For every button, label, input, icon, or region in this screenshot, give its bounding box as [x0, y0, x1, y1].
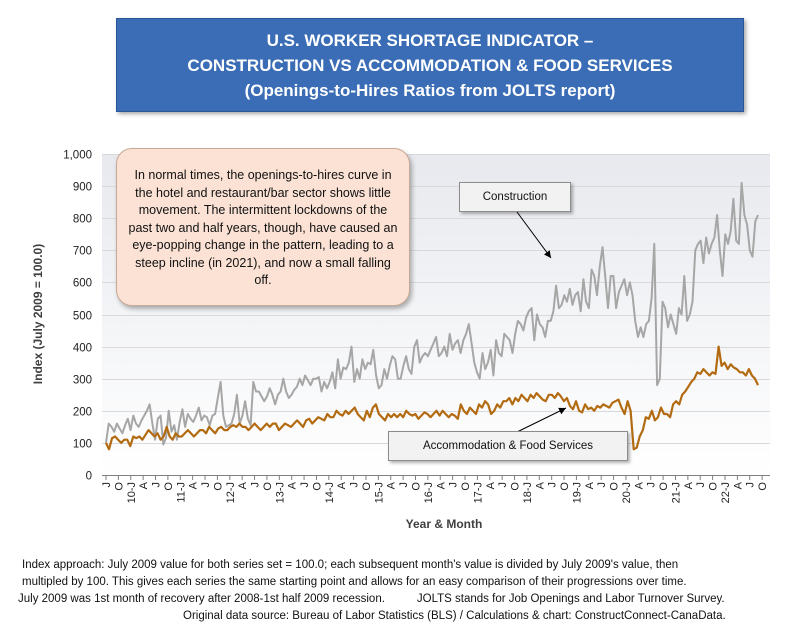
- x-tick-label: 10-J: [126, 482, 138, 503]
- x-tick-label: J: [101, 482, 113, 488]
- x-tick-label: A: [633, 481, 645, 489]
- title-line-1: U.S. WORKER SHORTAGE INDICATOR –: [266, 31, 594, 50]
- title-line-2: CONSTRUCTION VS ACCOMMODATION & FOOD SER…: [187, 56, 673, 75]
- x-tick-label: 17-J: [472, 482, 484, 503]
- y-tick-label: 400: [73, 343, 92, 355]
- footnote-line-1: Index approach: July 2009 value for both…: [22, 559, 679, 571]
- y-axis-label: Index (July 2009 = 100.0): [31, 244, 45, 384]
- chart-title: U.S. WORKER SHORTAGE INDICATOR – CONSTRU…: [116, 18, 744, 112]
- x-tick-label: A: [287, 481, 299, 489]
- y-tick-label: 600: [73, 278, 92, 290]
- footnotes: Index approach: July 2009 value for both…: [0, 557, 800, 625]
- x-tick-label: 16-J: [423, 482, 435, 503]
- annotation-callout: In normal times, the openings-to-hires c…: [116, 148, 410, 306]
- x-tick-label: A: [336, 481, 348, 489]
- x-tick-label: 21-J: [671, 482, 683, 503]
- x-tick-label: A: [435, 481, 447, 489]
- series-label-accommodation: Accommodation & Food Services: [388, 431, 628, 461]
- x-tick-label: J: [745, 482, 757, 488]
- x-tick-label: O: [609, 482, 621, 491]
- x-tick-label: A: [732, 481, 744, 489]
- x-tick-label: J: [695, 482, 707, 488]
- x-tick-label: A: [584, 481, 596, 489]
- x-axis-label: Year & Month: [406, 517, 483, 531]
- x-tick-label: 22-J: [720, 482, 732, 503]
- y-tick-label: 200: [73, 407, 92, 419]
- x-tick-label: A: [188, 481, 200, 489]
- x-tick-label: 20-J: [621, 482, 633, 503]
- footnote-line-2: multipled by 100. This gives each series…: [22, 576, 687, 588]
- footnote-source: Original data source: Bureau of Labor St…: [183, 610, 726, 622]
- x-tick-label: J: [349, 482, 361, 488]
- x-tick-label: O: [510, 482, 522, 491]
- x-tick-label: O: [113, 482, 125, 491]
- x-tick-label: O: [460, 482, 472, 491]
- series-label-construction: Construction: [459, 182, 571, 212]
- x-tick-label: J: [398, 482, 410, 488]
- y-tick-label: 500: [73, 311, 92, 323]
- x-tick-label: 13-J: [274, 482, 286, 503]
- x-tick-label: A: [485, 481, 497, 489]
- footnote-recession: July 2009 was 1st month of recovery afte…: [18, 593, 385, 605]
- y-tick-label: 0: [86, 471, 92, 483]
- x-tick-label: J: [497, 482, 509, 488]
- arrow-to-construction: [516, 211, 552, 259]
- y-tick-label: 300: [73, 375, 92, 387]
- series-lines: [105, 181, 759, 451]
- x-tick-label: 14-J: [324, 482, 336, 503]
- x-tick-label: A: [386, 481, 398, 489]
- arrow-to-accommodation: [516, 407, 567, 433]
- x-tick-label: 19-J: [571, 482, 583, 503]
- x-tick-label: J: [646, 482, 658, 488]
- x-tick-label: A: [683, 481, 695, 489]
- y-tick-label: 800: [73, 214, 92, 226]
- y-tick-label: 700: [73, 246, 92, 258]
- x-tick-label: O: [312, 482, 324, 491]
- x-tick-label: A: [534, 481, 546, 489]
- x-tick-label: J: [448, 482, 460, 488]
- x-tick-label: 12-J: [225, 482, 237, 503]
- x-tick-label: A: [237, 481, 249, 489]
- y-tick-label: 900: [73, 182, 92, 194]
- x-tick-label: J: [596, 482, 608, 488]
- title-line-3: (Openings-to-Hires Ratios from JOLTS rep…: [244, 81, 616, 100]
- y-axis-ticks: 0 100 200 300 400 500 600 700 800 900 1,000: [63, 150, 92, 483]
- x-tick-label: J: [200, 482, 212, 488]
- x-tick-label: O: [411, 482, 423, 491]
- x-tick-label: O: [559, 482, 571, 491]
- x-tick-label: O: [658, 482, 670, 491]
- y-tick-label: 1,000: [63, 150, 92, 162]
- x-tick-label: O: [361, 482, 373, 491]
- x-tick-label: 11-J: [175, 482, 187, 503]
- x-tick-label: J: [151, 482, 163, 488]
- footnote-jolts: JOLTS stands for Job Openings and Labor …: [416, 593, 725, 605]
- x-tick-label: O: [163, 482, 175, 491]
- x-tick-label: J: [299, 482, 311, 488]
- x-tick-label: 15-J: [373, 482, 385, 503]
- x-tick-label: O: [757, 482, 769, 491]
- x-axis-ticks: J O 10-J A J O 11-J A J O 12-J A J O 13-J A J O 14-J A J O 15-…: [101, 475, 769, 503]
- x-tick-label: O: [212, 482, 224, 491]
- footnote-line-3: July 2009 was 1st month of recovery afte…: [0, 591, 800, 608]
- x-tick-label: O: [708, 482, 720, 491]
- series-line-accommodation: [105, 345, 759, 451]
- x-tick-label: J: [250, 482, 262, 488]
- y-tick-label: 100: [73, 439, 92, 451]
- x-tick-label: A: [138, 481, 150, 489]
- x-tick-label: O: [262, 482, 274, 491]
- series-line-construction: [105, 181, 759, 446]
- annotation-arrows: [516, 211, 567, 433]
- x-tick-label: 18-J: [522, 482, 534, 503]
- x-tick-label: J: [547, 482, 559, 488]
